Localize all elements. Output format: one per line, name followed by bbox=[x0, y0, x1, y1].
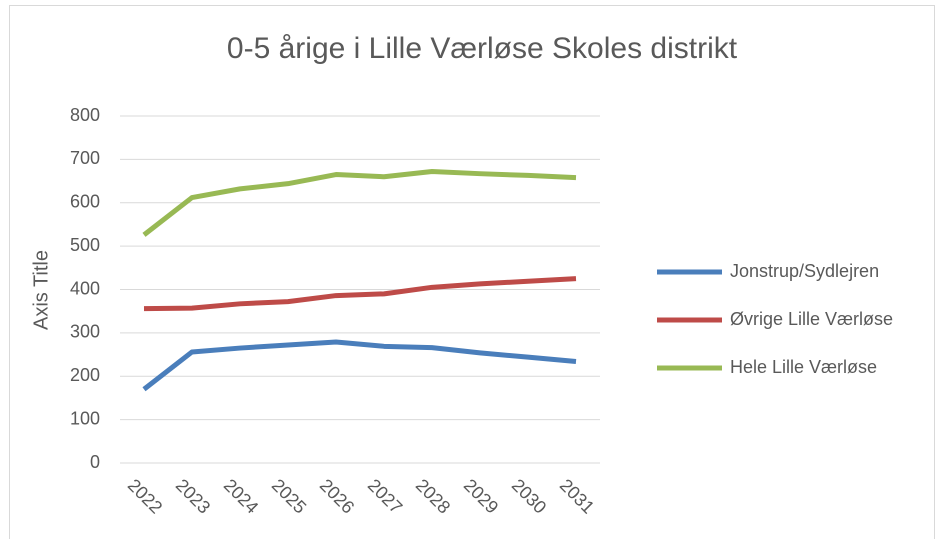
y-tick-label: 600 bbox=[70, 192, 100, 212]
series-line bbox=[142, 339, 577, 392]
y-tick-label: 400 bbox=[70, 278, 100, 298]
y-tick-label: 300 bbox=[70, 322, 100, 342]
y-axis-title: Axis Title bbox=[30, 250, 52, 330]
chart-frame bbox=[9, 5, 935, 539]
series-line bbox=[143, 276, 577, 312]
y-tick-label: 200 bbox=[70, 365, 100, 385]
legend-label: Jonstrup/Sydlejren bbox=[730, 261, 879, 281]
y-tick-label: 0 bbox=[90, 452, 100, 472]
chart-title: 0-5 årige i Lille Værløse Skoles distrik… bbox=[227, 32, 738, 65]
legend-label: Hele Lille Værløse bbox=[730, 357, 877, 377]
legend-label: Øvrige Lille Værløse bbox=[730, 309, 893, 329]
y-tick-label: 100 bbox=[70, 408, 100, 428]
y-tick-label: 800 bbox=[70, 105, 100, 125]
y-tick-label: 700 bbox=[70, 148, 100, 168]
y-tick-label: 500 bbox=[70, 235, 100, 255]
series-line bbox=[142, 169, 577, 237]
